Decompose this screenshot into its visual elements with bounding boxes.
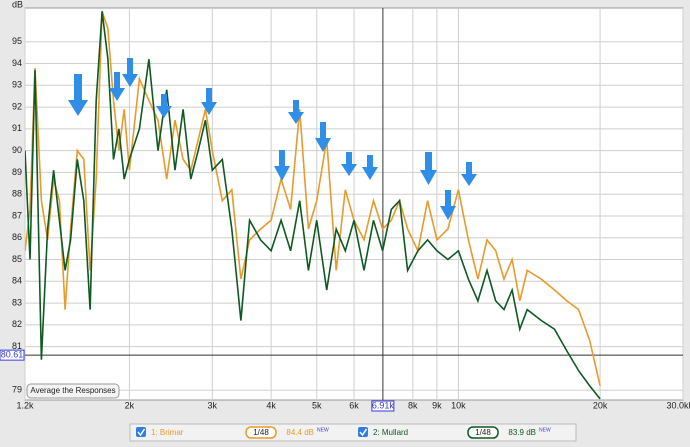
cursor-box — [0, 349, 25, 361]
arrow — [420, 152, 437, 185]
y-tick-label: 90 — [12, 145, 22, 155]
y-tick-label: 95 — [12, 36, 22, 46]
cursor-label: 6.91k — [372, 400, 395, 410]
x-tick-label: 1.2k — [16, 400, 34, 410]
y-tick-label: 89 — [12, 167, 22, 177]
smoothing-icon[interactable] — [467, 426, 499, 439]
check-mark[interactable] — [359, 428, 368, 437]
y-tick-label: 85 — [12, 254, 22, 264]
x-tick-label: 10k — [451, 400, 466, 410]
y-tick-label: 83 — [12, 297, 22, 307]
x-tick-label: 6k — [349, 400, 359, 410]
smoothing-icon[interactable] — [245, 426, 277, 439]
arrow — [288, 100, 304, 124]
y-tick-label: 94 — [12, 58, 22, 68]
legend-level: 84.4 dB — [286, 428, 314, 437]
legend-level: 83.9 dB — [508, 428, 536, 437]
x-tick-label: 9k — [432, 400, 442, 410]
arrow — [341, 152, 357, 176]
legend-badge: NEW — [539, 427, 551, 433]
y-tick-label: 86 — [12, 232, 22, 242]
y-axis-label: dB — [12, 0, 23, 9]
y-tick-label: 87 — [12, 210, 22, 220]
arrow — [122, 58, 138, 87]
legend-name: 2: Mullard — [373, 428, 408, 437]
arrow — [201, 88, 217, 115]
y-tick-label: 91 — [12, 123, 22, 133]
check-mark[interactable] — [137, 428, 146, 437]
arrow — [461, 162, 477, 186]
x-tick-label: 5k — [312, 400, 322, 410]
y-tick-label: 79 — [12, 385, 22, 395]
annotation-arrows — [68, 58, 477, 220]
arrow — [68, 74, 88, 116]
y-tick-label: 82 — [12, 319, 22, 329]
y-tick-label: 84 — [12, 276, 22, 286]
average-button[interactable]: Average the Responses — [26, 383, 120, 399]
arrow — [109, 72, 125, 101]
cursor-box — [371, 400, 395, 412]
x-tick-label: 20k — [593, 400, 608, 410]
x-tick-label: 2k — [125, 400, 135, 410]
series-line — [25, 11, 601, 400]
arrow — [274, 150, 290, 181]
x-tick-label: 8k — [408, 400, 418, 410]
smoothing-label[interactable]: 1/48 — [475, 428, 491, 437]
arrow — [440, 190, 456, 220]
legend-badge: NEW — [317, 427, 329, 433]
y-tick-label: 81 — [12, 341, 22, 351]
button-label[interactable]: Average the Responses — [30, 386, 115, 395]
arrow — [315, 122, 331, 152]
button-frame[interactable] — [26, 383, 120, 399]
x-tick-label: 3k — [208, 400, 218, 410]
cursor-label: 80.61 — [1, 350, 24, 360]
smoothing-label[interactable]: 1/48 — [253, 428, 269, 437]
arrow — [156, 94, 172, 118]
x-tick-label: 4k — [266, 400, 276, 410]
y-tick-label: 93 — [12, 80, 22, 90]
x-tick-label: 30.0kHz — [666, 400, 690, 410]
legend-name: 1: Brimar — [151, 428, 184, 437]
y-tick-label: 92 — [12, 101, 22, 111]
arrow — [362, 155, 378, 180]
y-tick-label: 88 — [12, 189, 22, 199]
legend-bar — [129, 423, 577, 442]
